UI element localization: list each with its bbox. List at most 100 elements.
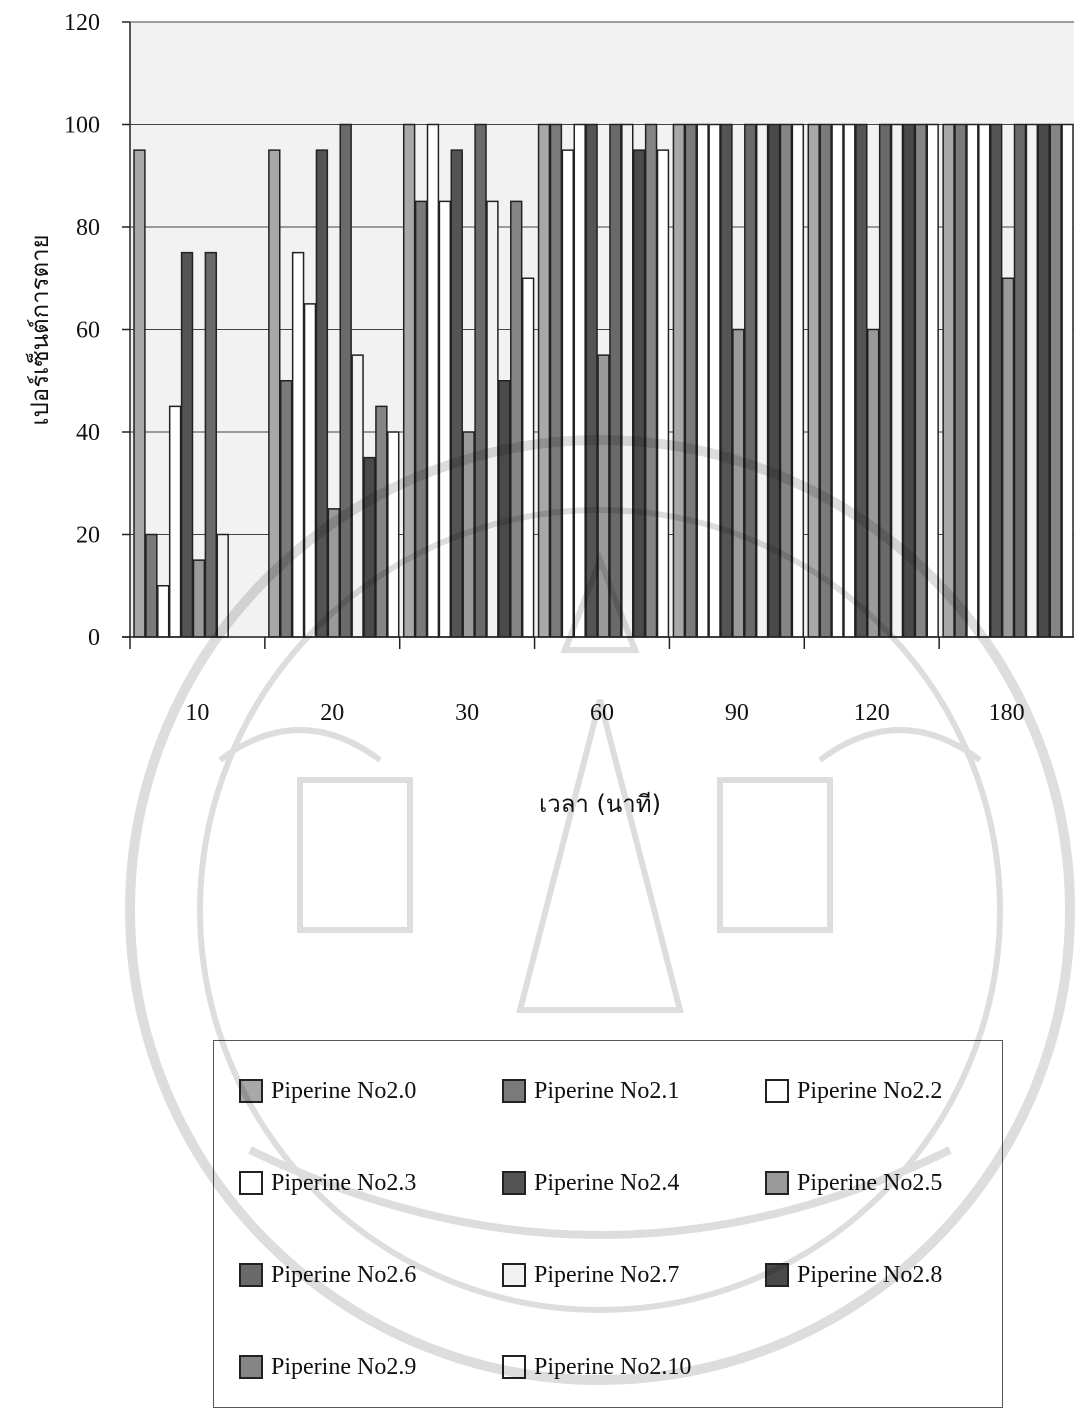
bar-180-8 bbox=[1037, 123, 1050, 638]
x-tick-label-4: 90 bbox=[725, 700, 749, 726]
legend-swatch bbox=[502, 1263, 526, 1287]
bar-120-4 bbox=[855, 123, 868, 638]
x-tick-label-0: 10 bbox=[185, 700, 209, 726]
bar-90-7 bbox=[755, 123, 769, 638]
bar-10-4 bbox=[180, 251, 194, 638]
bar-120-5 bbox=[867, 328, 880, 638]
bar-60-7 bbox=[621, 123, 634, 638]
legend-swatch bbox=[239, 1171, 263, 1195]
bar-10-5 bbox=[192, 559, 206, 638]
bar-20-4 bbox=[315, 149, 329, 638]
legend-label: Piperine No2.0 bbox=[271, 1077, 417, 1104]
legend-swatch bbox=[502, 1171, 526, 1195]
legend-swatch bbox=[239, 1079, 263, 1103]
bar-90-6 bbox=[744, 123, 757, 638]
bar-20-1 bbox=[280, 380, 293, 638]
x-tick-label-5: 120 bbox=[854, 700, 890, 726]
bar-90-3 bbox=[708, 123, 721, 638]
legend-item: Piperine No2.5 bbox=[765, 1168, 942, 1198]
y-tick-label-4: 80 bbox=[76, 215, 100, 241]
legend-item: Piperine No2.10 bbox=[502, 1352, 691, 1382]
legend-swatch bbox=[502, 1079, 526, 1103]
bar-180-2 bbox=[966, 123, 979, 638]
bar-120-9 bbox=[914, 123, 927, 638]
bar-20-8 bbox=[363, 456, 376, 638]
bar-90-8 bbox=[767, 123, 781, 638]
bar-30-9 bbox=[510, 200, 523, 638]
bar-60-9 bbox=[644, 123, 658, 638]
legend-item: Piperine No2.1 bbox=[502, 1076, 679, 1106]
bar-10-1 bbox=[145, 533, 158, 638]
bar-20-7 bbox=[351, 354, 364, 638]
x-tick-label-3: 60 bbox=[590, 700, 614, 726]
bar-30-5 bbox=[462, 431, 475, 638]
bar-90-4 bbox=[720, 123, 733, 638]
legend-label: Piperine No2.10 bbox=[534, 1353, 692, 1380]
legend-label: Piperine No2.1 bbox=[534, 1077, 680, 1104]
legend-label: Piperine No2.7 bbox=[534, 1261, 680, 1288]
bar-60-0 bbox=[537, 123, 551, 638]
y-tick-label-2: 40 bbox=[76, 420, 100, 446]
bar-30-8 bbox=[498, 380, 511, 638]
legend-item: Piperine No2.6 bbox=[239, 1260, 416, 1290]
x-tick-label-2: 30 bbox=[455, 700, 479, 726]
legend-item: Piperine No2.4 bbox=[502, 1168, 679, 1198]
bar-120-2 bbox=[831, 123, 844, 638]
legend-item: Piperine No2.0 bbox=[239, 1076, 416, 1106]
bar-30-2 bbox=[426, 123, 440, 638]
bar-20-5 bbox=[327, 508, 340, 638]
bar-120-6 bbox=[878, 123, 892, 638]
bars bbox=[133, 123, 1074, 638]
bar-60-1 bbox=[549, 123, 563, 638]
y-tick-label-3: 60 bbox=[76, 318, 100, 344]
bar-180-6 bbox=[1013, 123, 1027, 638]
bar-90-5 bbox=[732, 328, 745, 638]
bar-180-10 bbox=[1061, 123, 1074, 638]
legend-label: Piperine No2.5 bbox=[797, 1169, 943, 1196]
legend-label: Piperine No2.8 bbox=[797, 1261, 943, 1288]
bar-180-3 bbox=[978, 123, 991, 638]
bar-10-3 bbox=[168, 405, 182, 638]
bar-60-3 bbox=[573, 123, 586, 638]
bar-20-10 bbox=[387, 431, 400, 638]
bar-180-4 bbox=[989, 123, 1003, 638]
x-tick-label-1: 20 bbox=[320, 700, 344, 726]
legend-swatch bbox=[239, 1355, 263, 1379]
legend-swatch bbox=[765, 1171, 789, 1195]
bar-10-6 bbox=[204, 251, 218, 638]
bar-90-10 bbox=[791, 123, 805, 638]
bar-60-10 bbox=[656, 149, 670, 638]
bar-90-0 bbox=[672, 123, 686, 638]
legend-swatch bbox=[765, 1263, 789, 1287]
bar-30-0 bbox=[402, 123, 416, 638]
y-tick-label-5: 100 bbox=[64, 113, 100, 139]
bar-180-5 bbox=[1001, 277, 1015, 638]
bar-30-7 bbox=[486, 200, 499, 638]
bar-120-3 bbox=[843, 123, 856, 638]
legend-label: Piperine No2.9 bbox=[271, 1353, 417, 1380]
y-tick-label-1: 20 bbox=[76, 523, 100, 549]
bar-60-2 bbox=[561, 149, 575, 638]
bar-120-8 bbox=[902, 123, 916, 638]
bar-30-10 bbox=[521, 277, 535, 638]
y-tick-label-0: 0 bbox=[88, 625, 100, 651]
bar-20-2 bbox=[291, 251, 305, 638]
legend-item: Piperine No2.2 bbox=[765, 1076, 942, 1106]
legend-swatch bbox=[502, 1355, 526, 1379]
legend-label: Piperine No2.3 bbox=[271, 1169, 417, 1196]
legend-swatch bbox=[239, 1263, 263, 1287]
x-tick-label-6: 180 bbox=[989, 700, 1025, 726]
legend-item: Piperine No2.9 bbox=[239, 1352, 416, 1382]
bar-180-1 bbox=[954, 123, 967, 638]
bar-20-9 bbox=[375, 405, 388, 638]
bar-30-1 bbox=[414, 200, 428, 638]
bar-30-6 bbox=[474, 123, 487, 638]
legend-item: Piperine No2.7 bbox=[502, 1260, 679, 1290]
bar-180-0 bbox=[942, 123, 955, 638]
bar-30-3 bbox=[438, 200, 452, 638]
bar-60-5 bbox=[597, 354, 610, 638]
x-axis-title: เวลา (นาที) bbox=[539, 790, 661, 818]
bar-60-4 bbox=[585, 123, 598, 638]
bar-90-2 bbox=[696, 123, 709, 638]
